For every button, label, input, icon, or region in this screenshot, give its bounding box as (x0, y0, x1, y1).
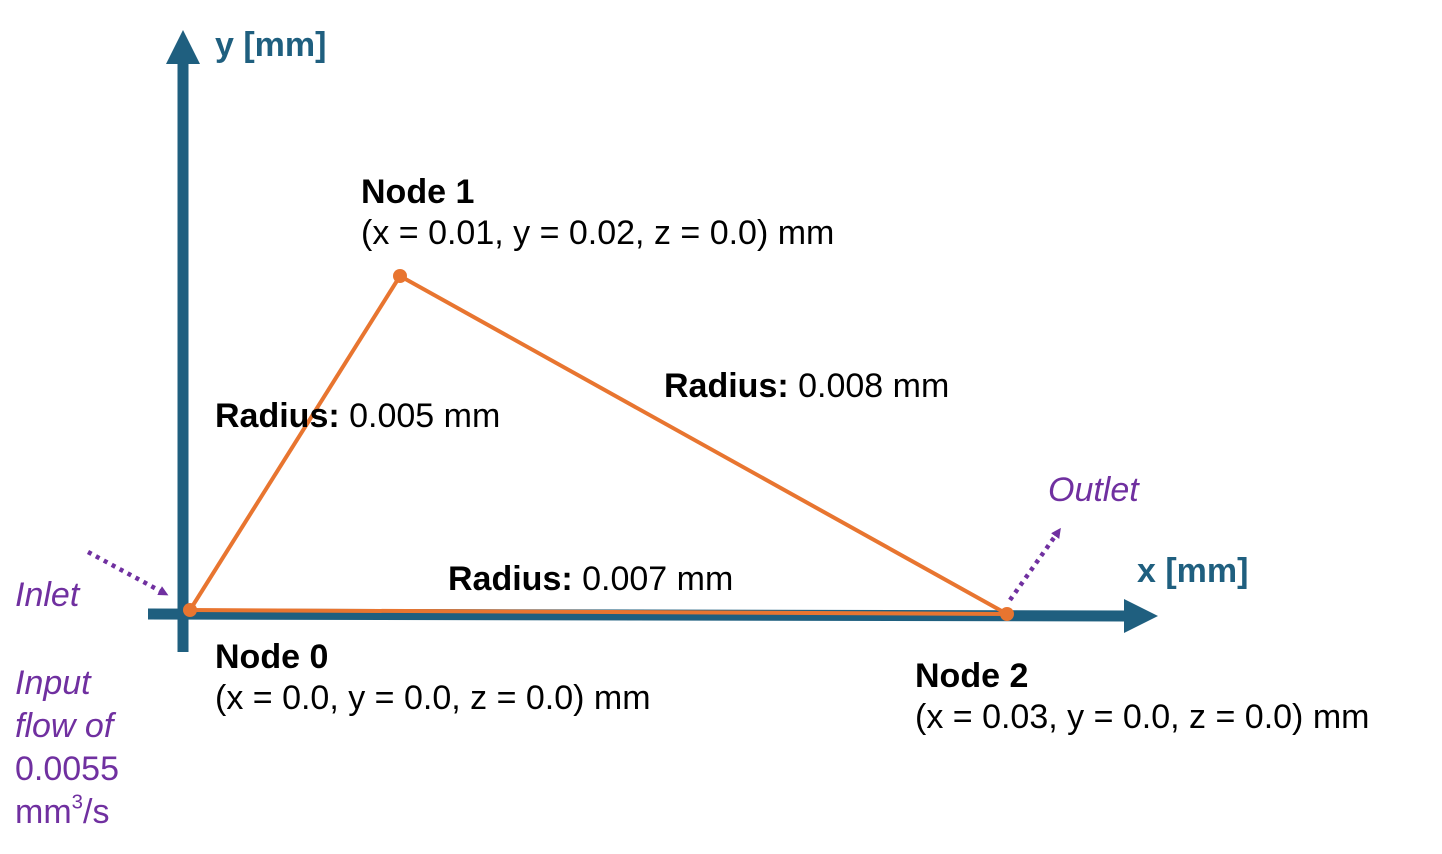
x-axis-arrowhead (1124, 599, 1158, 633)
node-2-title: Node 2 (915, 657, 1029, 695)
node-0-coords: (x = 0.0, y = 0.0, z = 0.0) mm (215, 679, 651, 718)
edge-node1-node2 (399, 274, 1008, 616)
y-axis-arrowhead (166, 30, 200, 64)
node-1-title: Node 1 (361, 173, 475, 211)
edge-node0-node2 (189, 608, 1008, 616)
edge-0-1-radius-label: Radius: 0.005 mm (215, 397, 501, 435)
edge-node0-node1 (188, 274, 402, 612)
inlet-arrow (86, 550, 169, 596)
x-axis-label: x [mm] (1137, 552, 1249, 590)
edge-1-2-radius-label: Radius: 0.008 mm (664, 367, 950, 405)
edge-0-2-radius-label: Radius: 0.007 mm (448, 560, 734, 598)
node-1-point (393, 269, 407, 283)
node-0-label: Node 0 (x = 0.0, y = 0.0, z = 0.0) mm (215, 637, 651, 720)
node-1-coords: (x = 0.01, y = 0.02, z = 0.0) mm (361, 214, 835, 253)
outlet-arrow (1008, 527, 1061, 602)
node-1-label: Node 1 (x = 0.01, y = 0.02, z = 0.0) mm (361, 172, 834, 255)
node-0-title: Node 0 (215, 638, 329, 676)
inlet-label: Inlet (15, 576, 80, 614)
y-axis-label: y [mm] (215, 26, 327, 64)
outlet-label: Outlet (1048, 471, 1139, 509)
node-2-point (1000, 607, 1014, 621)
node-2-label: Node 2 (x = 0.03, y = 0.0, z = 0.0) mm (915, 656, 1369, 739)
node-0-point (183, 603, 197, 617)
input-flow-label: Input flow of 0.0055 mm3/s (15, 664, 119, 831)
node-2-coords: (x = 0.03, y = 0.0, z = 0.0) mm (915, 698, 1370, 737)
